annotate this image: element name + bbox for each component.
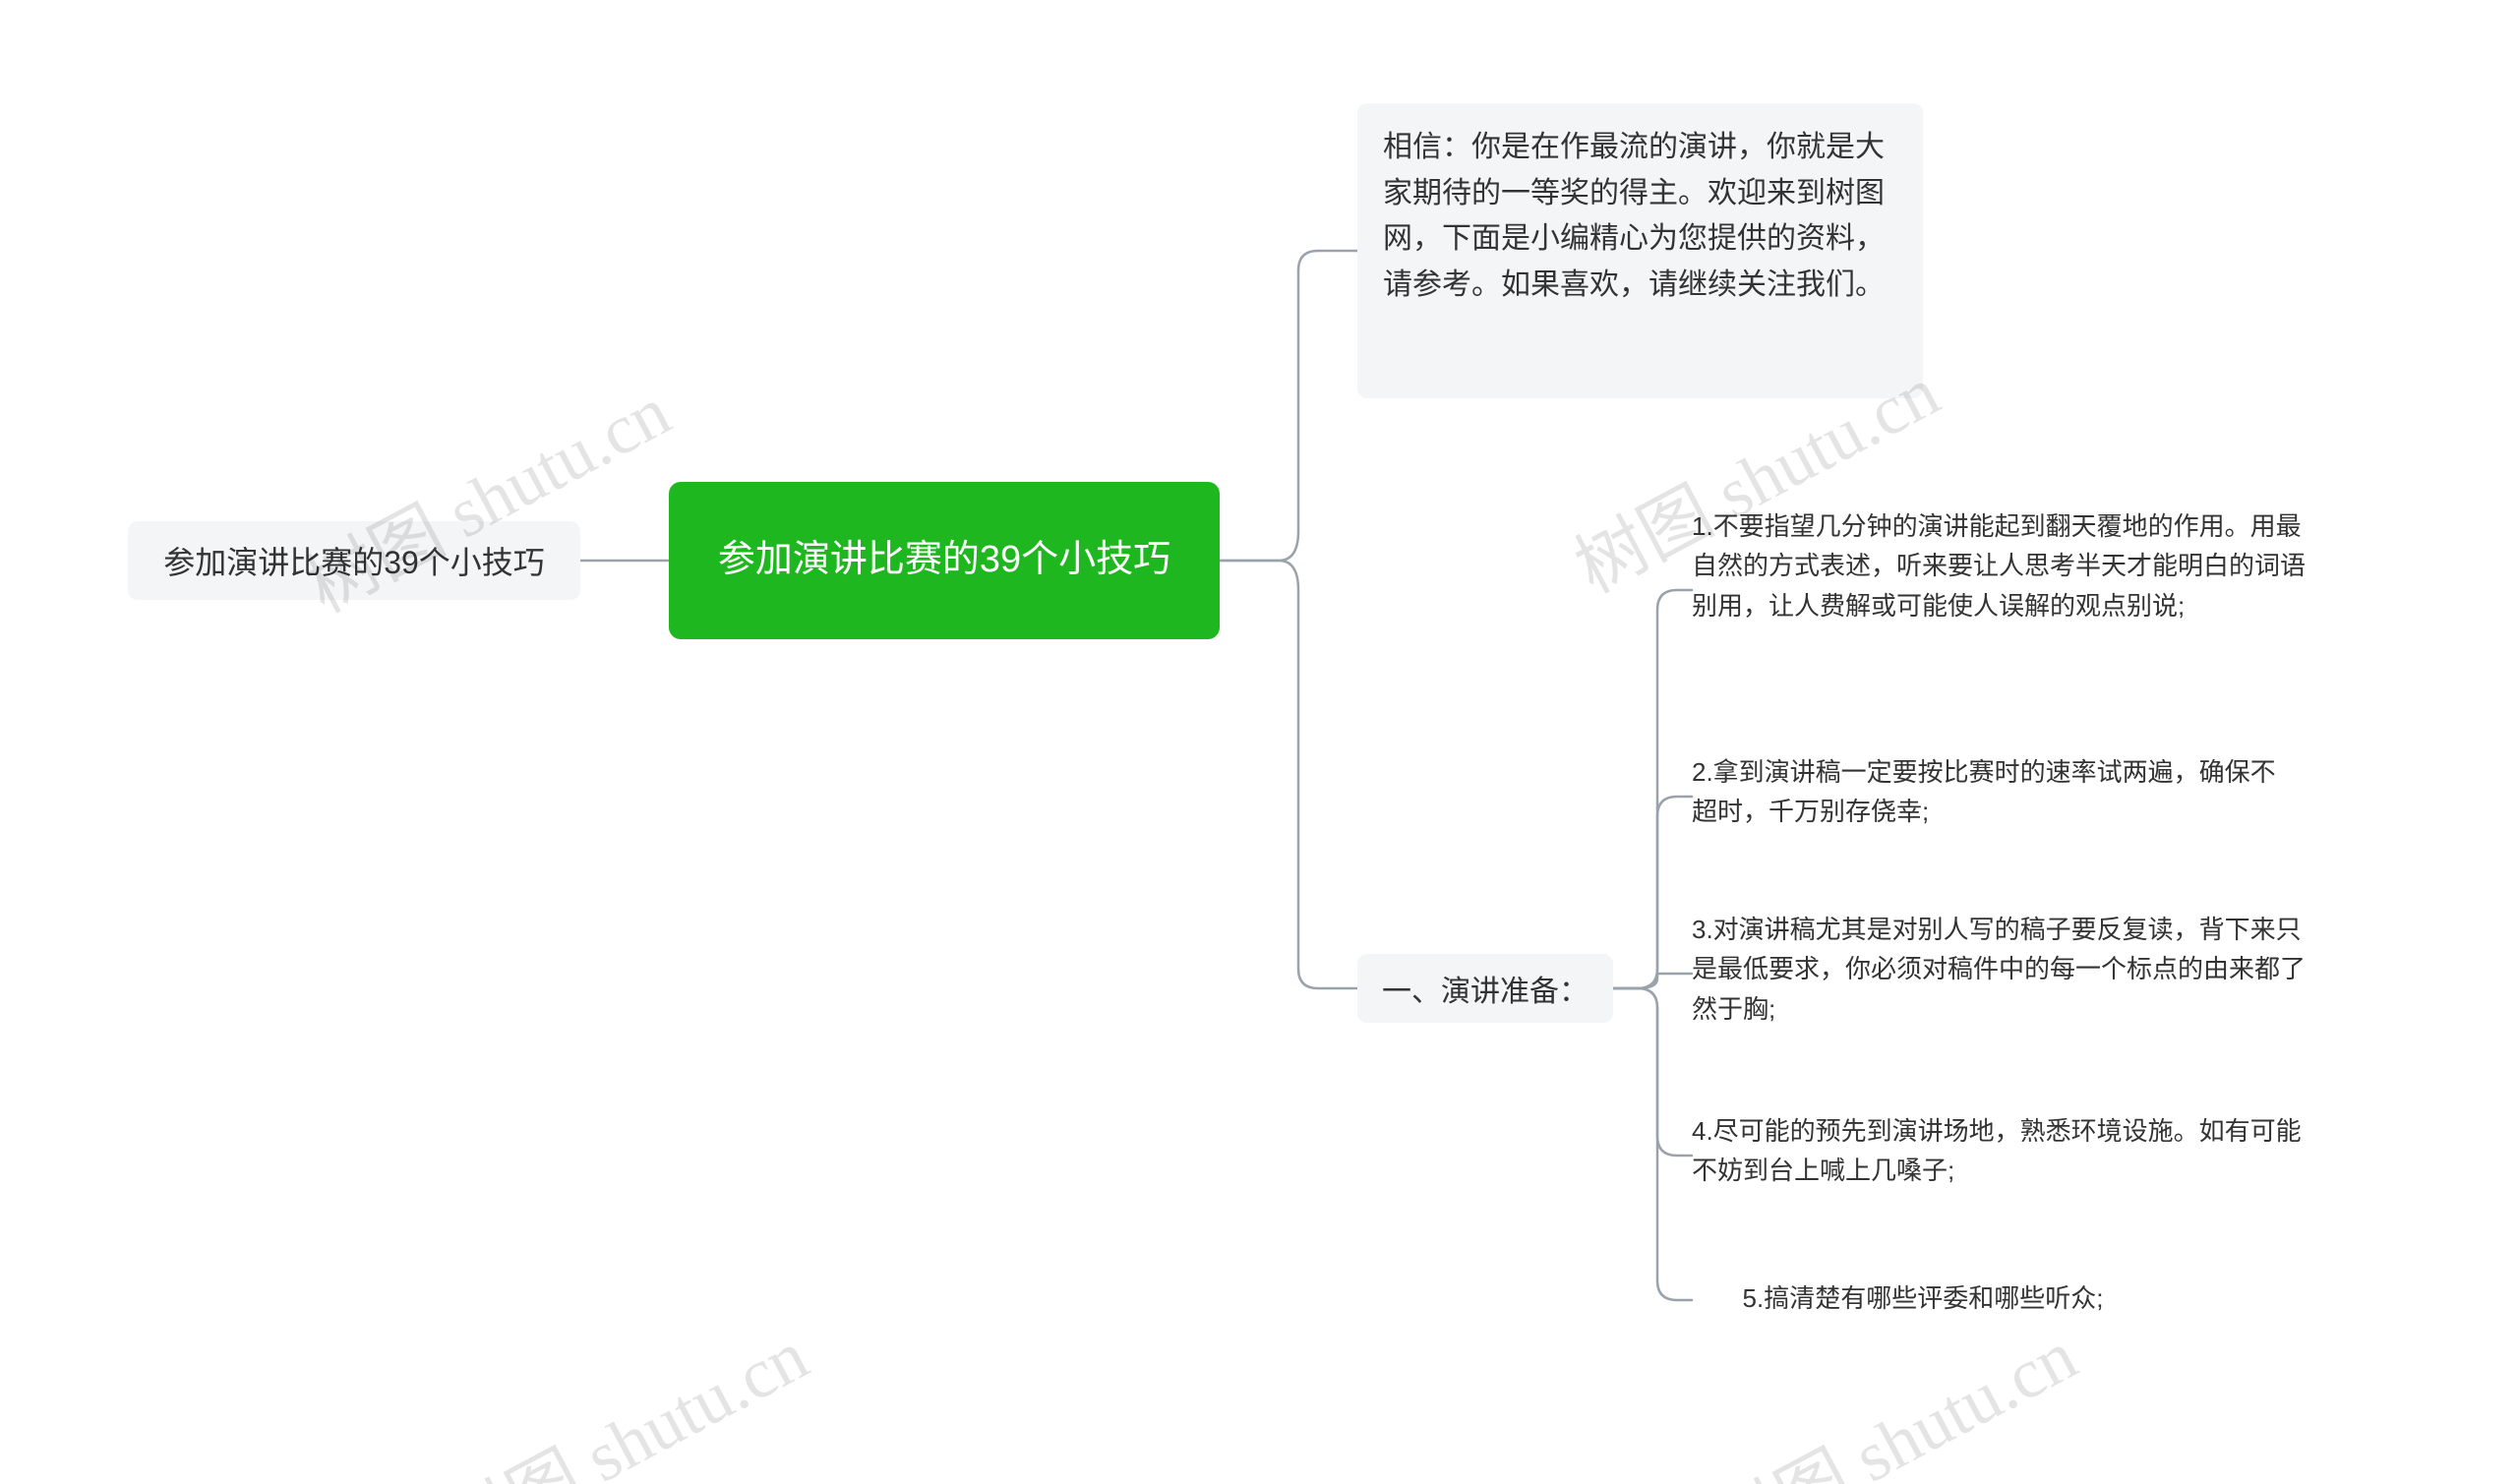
leaf-node-4[interactable]: 4.尽可能的预先到演讲场地，熟悉环境设施。如有可能不妨到台上喊上几嗓子; xyxy=(1692,1111,2316,1191)
leaf-node-1[interactable]: 1.不要指望几分钟的演讲能起到翻天覆地的作用。用最自然的方式表述，听来要让人思考… xyxy=(1692,506,2316,625)
leaf-node-5[interactable]: 5.搞清楚有哪些评委和哪些听众; xyxy=(1692,1278,2154,1318)
leaf-text-1: 1.不要指望几分钟的演讲能起到翻天覆地的作用。用最自然的方式表述，听来要让人思考… xyxy=(1692,506,2316,625)
root-node[interactable]: 参加演讲比赛的39个小技巧 xyxy=(669,482,1220,639)
leaf-node-2[interactable]: 2.拿到演讲稿一定要按比赛时的速率试两遍，确保不超时，千万别存侥幸; xyxy=(1692,752,2292,832)
intro-text: 相信：你是在作最流的演讲，你就是大家期待的一等奖的得主。欢迎来到树图网，下面是小… xyxy=(1383,125,1897,308)
left-title-text: 参加演讲比赛的39个小技巧 xyxy=(163,538,545,583)
root-node-text: 参加演讲比赛的39个小技巧 xyxy=(718,534,1170,586)
leaf-text-3: 3.对演讲稿尤其是对别人写的稿子要反复读，背下来只是最低要求，你必须对稿件中的每… xyxy=(1692,910,2311,1029)
connector-layer xyxy=(0,0,2518,1484)
watermark-text: 树图 shutu.cn xyxy=(423,1298,822,1484)
leaf-text-5: 5.搞清楚有哪些评委和哪些听众; xyxy=(1743,1278,2104,1318)
watermark-text: 树图 shutu.cn xyxy=(1692,1298,2091,1484)
leaf-text-4: 4.尽可能的预先到演讲场地，熟悉环境设施。如有可能不妨到台上喊上几嗓子; xyxy=(1692,1111,2316,1191)
section1-node[interactable]: 一、演讲准备： xyxy=(1357,954,1613,1023)
intro-node[interactable]: 相信：你是在作最流的演讲，你就是大家期待的一等奖的得主。欢迎来到树图网，下面是小… xyxy=(1357,103,1923,398)
section1-text: 一、演讲准备： xyxy=(1382,967,1589,1010)
leaf-text-2: 2.拿到演讲稿一定要按比赛时的速率试两遍，确保不超时，千万别存侥幸; xyxy=(1692,752,2292,832)
left-title-node[interactable]: 参加演讲比赛的39个小技巧 xyxy=(128,521,580,600)
leaf-node-3[interactable]: 3.对演讲稿尤其是对别人写的稿子要反复读，背下来只是最低要求，你必须对稿件中的每… xyxy=(1692,910,2311,1029)
